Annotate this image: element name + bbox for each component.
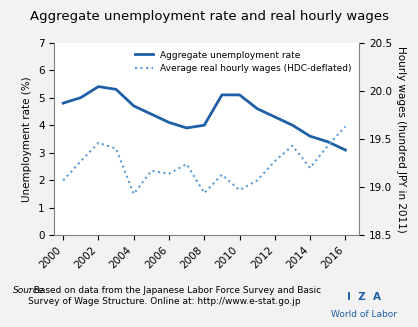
- Y-axis label: Unemployment rate (%): Unemployment rate (%): [23, 76, 33, 202]
- Text: World of Labor: World of Labor: [331, 310, 397, 319]
- Legend: Aggregate unemployment rate, Average real hourly wages (HDC-deflated): Aggregate unemployment rate, Average rea…: [131, 47, 355, 77]
- Text: I  Z  A: I Z A: [347, 292, 381, 302]
- Text: : Based on data from the Japanese Labor Force Survey and Basic
Survey of Wage St: : Based on data from the Japanese Labor …: [28, 286, 321, 305]
- Text: Source: Source: [13, 286, 44, 295]
- Y-axis label: Hourly wages (hundred JPY in 2011): Hourly wages (hundred JPY in 2011): [396, 45, 406, 232]
- Text: Aggregate unemployment rate and real hourly wages: Aggregate unemployment rate and real hou…: [30, 10, 388, 23]
